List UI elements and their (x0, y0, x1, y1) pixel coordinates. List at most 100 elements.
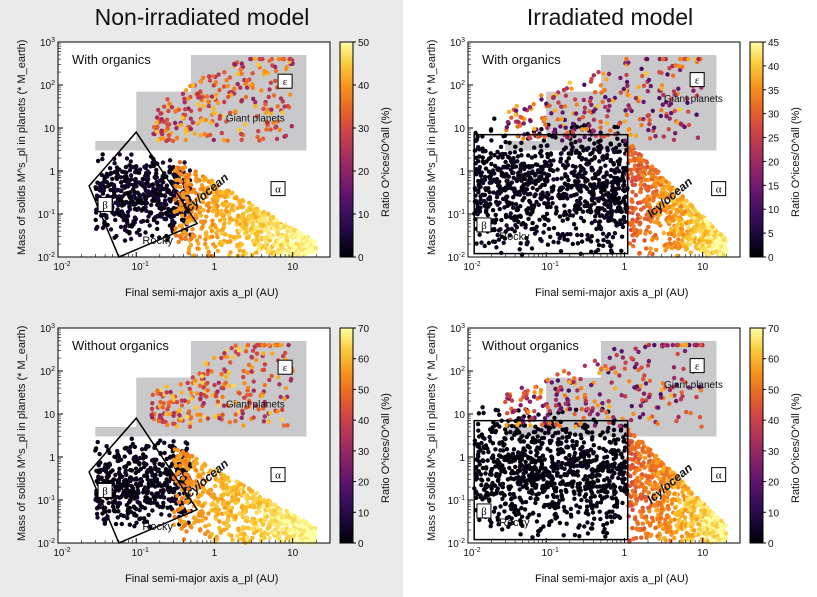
tick-label: 102 (40, 80, 55, 92)
data-point-rocky (127, 195, 132, 200)
data-point-icy (668, 242, 674, 247)
data-point-giant (251, 96, 256, 102)
data-point-rocky (100, 152, 105, 157)
data-point-rocky (106, 500, 111, 506)
data-point-rocky (498, 187, 503, 192)
data-point-rocky (568, 232, 573, 237)
data-point-rocky (476, 145, 481, 150)
data-point-rocky (507, 200, 512, 205)
data-point-icy (632, 163, 638, 168)
data-point-giant (233, 343, 238, 348)
data-point-giant (626, 60, 631, 65)
data-point-giant (165, 97, 170, 102)
data-point-icy (257, 494, 263, 500)
data-point-icy (707, 239, 713, 245)
data-point-rocky (138, 477, 144, 482)
data-point-rocky (606, 194, 611, 200)
data-point-icy (629, 179, 634, 184)
data-point-rocky (133, 470, 138, 476)
colorbar-tick-label: 10 (358, 210, 370, 221)
data-point-rocky (609, 213, 614, 218)
data-point-rocky (168, 214, 174, 220)
data-point-rocky (506, 185, 512, 190)
data-point-giant (231, 383, 237, 388)
data-point-giant (266, 342, 272, 348)
data-point-giant (678, 121, 683, 126)
data-point-icy (702, 217, 708, 222)
data-point-rocky (526, 206, 531, 211)
data-point-rocky (592, 154, 597, 160)
data-point-rocky (95, 515, 100, 520)
data-point-icy (253, 520, 258, 526)
data-point-rocky (136, 490, 141, 496)
data-point-giant (617, 121, 622, 127)
data-point-giant (216, 380, 221, 385)
data-point-rocky (144, 474, 150, 479)
data-point-rocky (571, 193, 577, 198)
data-point-rocky (128, 173, 134, 178)
data-point-rocky (551, 225, 557, 231)
data-point-rocky (562, 203, 567, 208)
data-point-giant (600, 99, 605, 105)
data-point-rocky (134, 164, 139, 169)
data-point-giant (198, 79, 204, 84)
data-point-icy (647, 205, 653, 210)
data-point-giant (265, 120, 270, 125)
data-point-rocky (167, 158, 173, 163)
data-point-icy (189, 454, 195, 459)
data-point-rocky (129, 489, 135, 495)
data-point-icy (210, 208, 216, 214)
data-point-rocky (619, 248, 624, 253)
scatter-points (472, 56, 729, 258)
data-point-giant (664, 114, 669, 119)
data-point-giant (174, 126, 179, 131)
colorbar-tick-label: 30 (358, 124, 370, 135)
data-point-icy (258, 213, 264, 218)
data-point-icy (214, 230, 219, 236)
data-point-rocky (129, 164, 135, 170)
data-point-rocky (513, 144, 518, 149)
data-point-icy (180, 476, 186, 481)
data-point-rocky (145, 495, 150, 501)
data-point-icy (205, 185, 210, 191)
colorbar-tick-label: 15 (768, 181, 780, 192)
data-point-rocky (494, 245, 499, 250)
data-point-rocky (149, 458, 155, 463)
data-point-rocky (559, 176, 564, 181)
data-point-rocky (159, 207, 164, 212)
alpha-label: α (275, 470, 281, 482)
data-point-rocky (526, 153, 531, 158)
alpha-label-box (270, 467, 286, 483)
data-point-icy (206, 511, 211, 516)
data-point-giant (669, 110, 674, 116)
data-point-giant (226, 370, 231, 375)
data-point-icy (186, 487, 191, 492)
data-point-rocky (126, 508, 131, 513)
data-point-icy (219, 493, 224, 498)
data-point-icy (229, 498, 235, 503)
data-point-rocky (500, 155, 505, 160)
data-point-rocky (124, 486, 129, 491)
data-point-icy (679, 207, 684, 212)
data-point-giant (185, 380, 190, 386)
tick-label: 1 (212, 262, 218, 273)
data-point-rocky (104, 171, 110, 177)
data-point-icy (240, 253, 246, 258)
data-point-giant (547, 103, 552, 108)
data-point-rocky (493, 212, 498, 218)
data-point-giant (271, 93, 277, 98)
data-point-rocky (539, 127, 544, 132)
data-point-giant (680, 64, 685, 69)
data-point-rocky (482, 198, 487, 204)
data-point-giant (246, 362, 252, 367)
data-point-rocky (551, 177, 556, 182)
data-point-giant (254, 351, 260, 356)
data-point-icy (237, 511, 242, 516)
data-point-icy (226, 212, 231, 217)
right-column-title: Irradiated model (526, 4, 694, 30)
data-point-icy (221, 473, 227, 478)
data-point-giant (272, 342, 277, 348)
data-point-rocky (540, 182, 545, 188)
data-point-icy (185, 179, 191, 184)
